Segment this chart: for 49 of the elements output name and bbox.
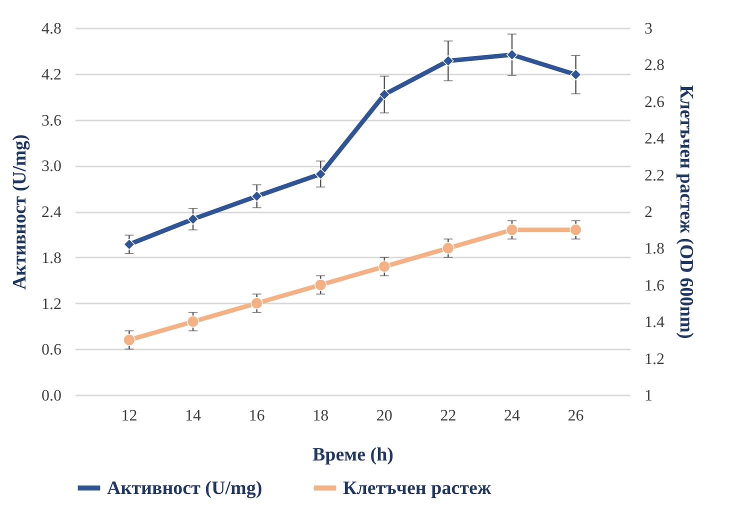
y-tick-label: 1.8 xyxy=(42,250,62,267)
x-tick-label: 16 xyxy=(248,408,265,424)
point xyxy=(186,316,200,328)
x-tick-label: 18 xyxy=(312,408,329,424)
point xyxy=(314,278,327,291)
legend-label: Клетъчен растеж xyxy=(343,478,492,499)
x-axis-title: Време (h) xyxy=(312,444,394,466)
y-tick-label: 3.6 xyxy=(42,112,62,130)
x-tick-label: 26 xyxy=(568,408,584,424)
point xyxy=(123,334,136,346)
y-tick-label: 0.6 xyxy=(42,342,62,359)
x-tick-label: 20 xyxy=(376,408,392,424)
point xyxy=(570,224,582,236)
y2-axis-title: Клетъчен растеж (OD 600nm) xyxy=(676,85,696,339)
y2-tick-label: 1.2 xyxy=(644,350,664,368)
point xyxy=(378,88,390,100)
y2-tick-label: 2 xyxy=(644,204,652,221)
y-tick-label: 1.2 xyxy=(42,296,62,313)
y-tick-label: 0.0 xyxy=(42,388,62,404)
y-tick-label: 3.0 xyxy=(42,158,62,176)
y2-tick-label: 1.8 xyxy=(644,240,664,258)
y2-tick-label: 1.6 xyxy=(644,277,664,294)
y2-tick-label: 1 xyxy=(644,388,652,404)
point xyxy=(442,55,454,67)
x-tick-label: 24 xyxy=(504,408,520,424)
y-tick-label: 2.4 xyxy=(42,204,62,221)
y2-tick-label: 2.4 xyxy=(644,130,664,148)
y-axis-title: Активност (U/mg) xyxy=(10,134,30,290)
x-tick-label: 12 xyxy=(121,408,138,424)
y2-tick-label: 1.4 xyxy=(644,314,664,332)
point xyxy=(124,238,135,250)
point xyxy=(187,214,199,225)
point xyxy=(378,260,390,273)
y-tick-label: 4.2 xyxy=(42,66,62,84)
legend-label: Активност (U/mg) xyxy=(107,478,262,499)
y2-tick-label: 2.2 xyxy=(644,167,664,184)
y2-tick-label: 2.6 xyxy=(644,94,664,111)
y-tick-label: 4.8 xyxy=(42,20,62,38)
y2-tick-label: 2.8 xyxy=(644,57,664,74)
point xyxy=(506,224,518,236)
x-tick-label: 14 xyxy=(185,408,202,424)
x-tick-label: 22 xyxy=(440,408,456,424)
point xyxy=(250,297,263,310)
point xyxy=(314,168,326,180)
point xyxy=(570,68,582,80)
y2-tick-label: 3 xyxy=(644,20,652,38)
point xyxy=(506,49,518,60)
point xyxy=(442,242,454,254)
point xyxy=(251,190,262,202)
